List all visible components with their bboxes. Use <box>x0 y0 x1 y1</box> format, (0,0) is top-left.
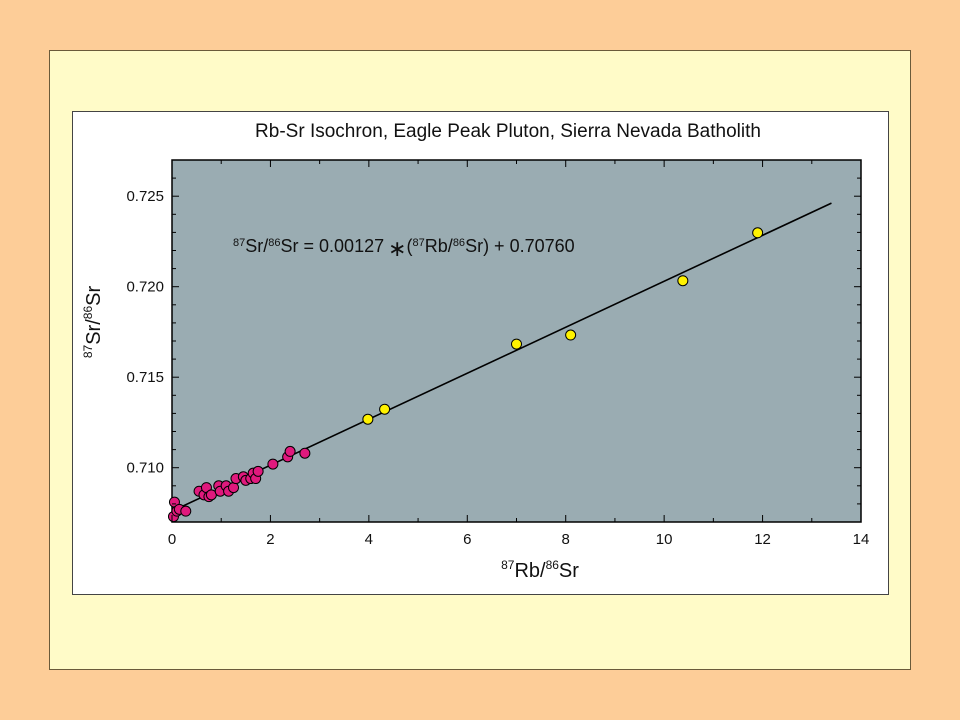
x-tick-label: 2 <box>266 531 274 548</box>
x-tick-label: 4 <box>365 531 373 548</box>
magenta-data-point <box>252 465 264 477</box>
x-axis-label: 87Rb/86Sr <box>501 558 579 582</box>
isochron-fit-line <box>171 202 832 512</box>
x-tick-label: 0 <box>168 531 176 548</box>
yellow-data-point <box>379 403 391 415</box>
magenta-data-point <box>267 458 279 470</box>
yellow-data-point <box>511 338 522 350</box>
yellow-data-point <box>752 227 764 239</box>
y-tick-label: 0.720 <box>126 279 164 296</box>
magenta-data-point <box>180 505 192 517</box>
chart-title: Rb-Sr Isochron, Eagle Peak Pluton, Sierr… <box>255 121 761 142</box>
yellow-data-point <box>565 329 577 341</box>
magenta-data-point <box>228 482 240 494</box>
y-tick-label: 0.715 <box>126 369 164 386</box>
x-tick-label: 8 <box>562 531 570 548</box>
x-tick-label: 10 <box>656 531 673 548</box>
magenta-data-point <box>284 445 296 457</box>
x-tick-label: 14 <box>853 531 870 548</box>
yellow-data-point <box>677 275 689 287</box>
y-tick-label: 0.725 <box>126 188 164 205</box>
y-axis-label: 87Sr/86Sr <box>81 286 105 359</box>
x-tick-label: 6 <box>463 531 471 548</box>
y-tick-label: 0.710 <box>126 460 164 477</box>
magenta-data-point <box>299 447 311 459</box>
equation-annotation: 87Sr/86Sr = 0.00127 ∗(87Rb/86Sr) + 0.7076… <box>233 236 575 261</box>
x-tick-label: 12 <box>754 531 771 548</box>
yellow-data-point <box>362 413 374 425</box>
